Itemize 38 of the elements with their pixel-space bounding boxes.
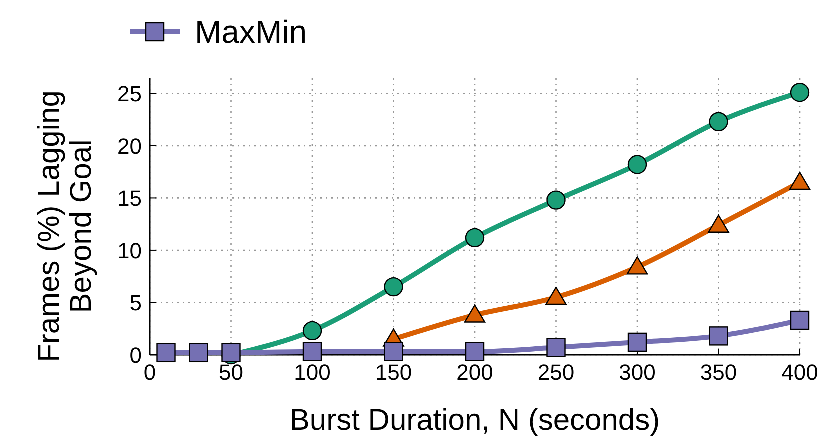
point <box>708 214 730 233</box>
point <box>302 321 322 341</box>
point <box>790 83 810 102</box>
y-tick-label: 15 <box>118 186 142 212</box>
point <box>546 286 567 306</box>
point <box>628 155 648 174</box>
x-tick-label: 150 <box>375 360 412 385</box>
point <box>156 343 176 363</box>
point <box>709 112 728 132</box>
x-axis-title: Burst Duration, N (seconds) <box>290 404 660 437</box>
point <box>465 228 485 248</box>
point <box>626 256 648 275</box>
point <box>546 190 566 210</box>
y-tick-label: 20 <box>118 134 142 159</box>
point <box>464 304 486 323</box>
x-tick-label: 300 <box>619 360 656 385</box>
point <box>628 332 648 352</box>
point <box>709 326 728 346</box>
x-tick-label: 350 <box>700 360 738 385</box>
point <box>189 343 208 363</box>
point <box>384 277 404 297</box>
y-axis-title: Frames (%) Lagging Beyond Goal <box>33 90 98 362</box>
point <box>790 310 810 330</box>
point <box>546 338 566 358</box>
point <box>465 342 485 362</box>
y-tick-label: 5 <box>130 290 142 316</box>
y-tick-label: 10 <box>118 238 142 264</box>
x-tick-label: 400 <box>782 360 818 385</box>
x-tick-label: 50 <box>219 360 244 385</box>
point <box>789 172 811 190</box>
x-tick-label: 200 <box>456 360 494 385</box>
y-tick-label: 25 <box>118 82 142 107</box>
point <box>302 342 322 362</box>
x-tick-label: 100 <box>294 360 331 385</box>
x-tick-label: 250 <box>538 360 575 385</box>
point <box>384 342 404 362</box>
y-tick-label: 0 <box>130 343 142 368</box>
legend-label: MaxMin <box>195 14 308 50</box>
